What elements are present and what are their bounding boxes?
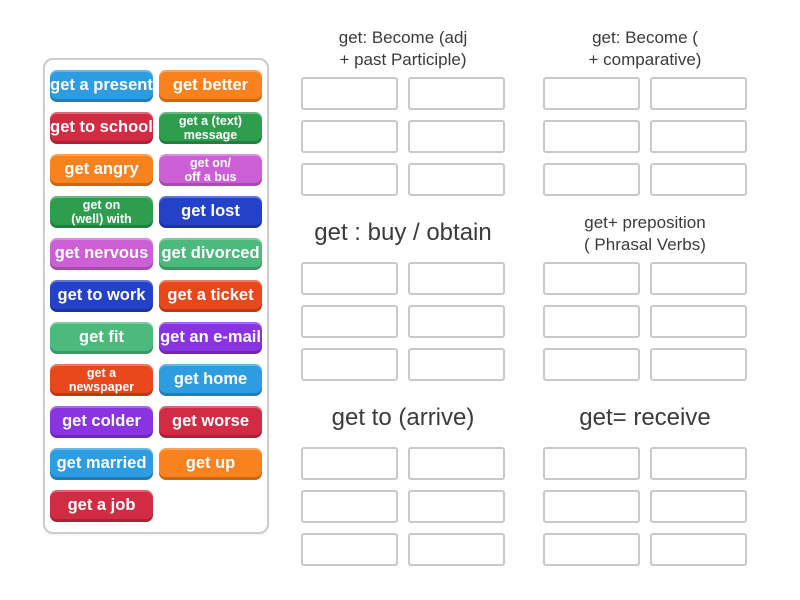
drop-slot[interactable]	[543, 120, 640, 153]
category-title: get to (arrive)	[331, 404, 475, 432]
drop-slot[interactable]	[408, 77, 505, 110]
word-tile[interactable]: get lost	[159, 196, 262, 228]
category-group: get: Become ( + comparative)	[543, 20, 747, 196]
category-group: get+ preposition ( Phrasal Verbs)	[543, 205, 747, 381]
drop-slot[interactable]	[543, 262, 640, 295]
slot-grid	[543, 262, 747, 381]
drop-slot[interactable]	[650, 77, 747, 110]
word-tile[interactable]: get to school	[50, 112, 153, 144]
category-title: get: Become ( + comparative)	[588, 27, 702, 69]
drop-slot[interactable]	[301, 262, 398, 295]
category-title: get= receive	[579, 404, 711, 432]
category-group: get to (arrive)	[301, 390, 505, 566]
word-tile[interactable]: get to work	[50, 280, 153, 312]
drop-slot[interactable]	[301, 120, 398, 153]
drop-slot[interactable]	[543, 305, 640, 338]
drop-slot[interactable]	[301, 163, 398, 196]
word-tile[interactable]: get a job	[50, 490, 153, 522]
category-title: get : buy / obtain	[314, 219, 492, 247]
category-group: get: Become (adj + past Participle)	[301, 20, 505, 196]
tile-panel: get a present get better get to school get …	[43, 58, 269, 534]
drop-slot[interactable]	[543, 490, 640, 523]
drop-slot[interactable]	[408, 533, 505, 566]
drop-slot[interactable]	[408, 120, 505, 153]
word-tile[interactable]: get angry	[50, 154, 153, 186]
drop-slot[interactable]	[543, 163, 640, 196]
word-tile[interactable]: get a ticket	[159, 280, 262, 312]
word-tile[interactable]: get colder	[50, 406, 153, 438]
drop-slot[interactable]	[650, 490, 747, 523]
drop-slot[interactable]	[301, 77, 398, 110]
drop-slot[interactable]	[650, 348, 747, 381]
word-tile[interactable]: get married	[50, 448, 153, 480]
word-tile[interactable]: get home	[159, 364, 262, 396]
word-tile[interactable]: get worse	[159, 406, 262, 438]
drop-slot[interactable]	[543, 533, 640, 566]
word-tile[interactable]: get an e-mail	[159, 322, 262, 354]
slot-grid	[543, 77, 747, 196]
drop-slot[interactable]	[650, 305, 747, 338]
word-tile[interactable]: get on (well) with	[50, 196, 153, 228]
word-tile[interactable]: get nervous	[50, 238, 153, 270]
drop-slot[interactable]	[543, 447, 640, 480]
word-tile[interactable]: get a newspaper	[50, 364, 153, 396]
drop-slot[interactable]	[543, 77, 640, 110]
word-tile[interactable]: get divorced	[159, 238, 262, 270]
slot-grid	[543, 447, 747, 566]
drop-slot[interactable]	[301, 348, 398, 381]
word-tile[interactable]: get fit	[50, 322, 153, 354]
slot-grid	[301, 262, 505, 381]
category-title: get: Become (adj + past Participle)	[338, 27, 468, 69]
drop-slot[interactable]	[301, 533, 398, 566]
drop-slot[interactable]	[301, 305, 398, 338]
drop-slot[interactable]	[408, 490, 505, 523]
drop-slot[interactable]	[650, 447, 747, 480]
category-group: get : buy / obtain	[301, 205, 505, 381]
drop-slot[interactable]	[650, 120, 747, 153]
drop-slot[interactable]	[650, 533, 747, 566]
word-tile[interactable]: get on/ off a bus	[159, 154, 262, 186]
drop-slot[interactable]	[650, 163, 747, 196]
drop-slot[interactable]	[543, 348, 640, 381]
slot-grid	[301, 77, 505, 196]
drop-slot[interactable]	[301, 490, 398, 523]
drop-slot[interactable]	[408, 262, 505, 295]
drop-slot[interactable]	[301, 447, 398, 480]
slot-grid	[301, 447, 505, 566]
drop-slot[interactable]	[408, 163, 505, 196]
word-tile[interactable]: get a (text) message	[159, 112, 262, 144]
category-title: get+ preposition ( Phrasal Verbs)	[584, 212, 706, 254]
word-tile[interactable]: get a present	[50, 70, 153, 102]
drop-slot[interactable]	[650, 262, 747, 295]
drop-slot[interactable]	[408, 447, 505, 480]
word-tile[interactable]: get up	[159, 448, 262, 480]
drop-slot[interactable]	[408, 348, 505, 381]
drop-slot[interactable]	[408, 305, 505, 338]
category-group: get= receive	[543, 390, 747, 566]
word-tile[interactable]: get better	[159, 70, 262, 102]
